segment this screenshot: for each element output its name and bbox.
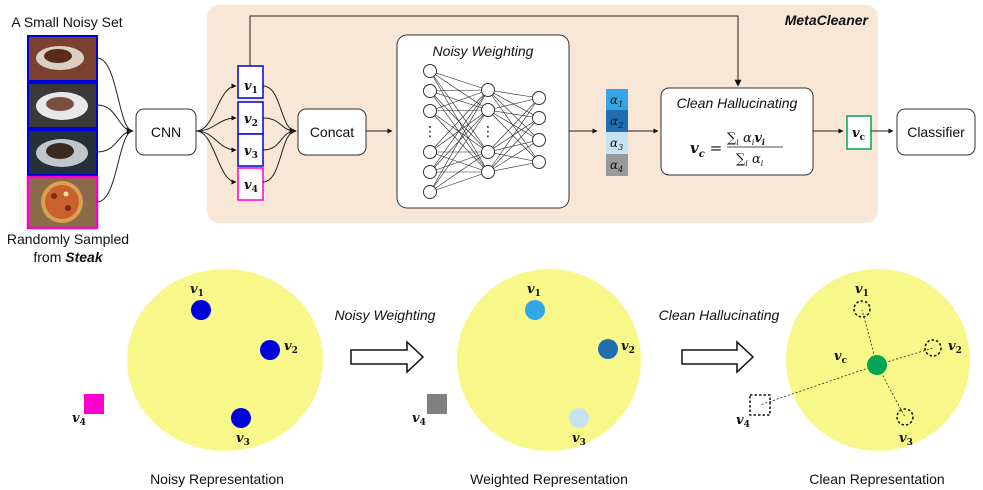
cnn-box (135, 108, 197, 156)
cnn-label: CNN (151, 124, 181, 140)
alpha-weights: α1 α2 α3 α4 (606, 89, 628, 176)
svg-text:v1: v1 (190, 282, 204, 299)
skip-connection (249, 15, 742, 87)
svg-text:v4: v4 (72, 411, 86, 428)
clean-ghost-v1 (853, 300, 871, 318)
weighted-point-v4 (427, 394, 447, 414)
svg-text:∑i αi: ∑i αi (736, 152, 764, 168)
image-to-cnn-arrows (96, 57, 134, 203)
clean-ghost-v2 (924, 339, 942, 357)
svg-text:v2: v2 (284, 339, 298, 356)
svg-text:α3: α3 (610, 136, 623, 152)
network-ellipsis-1: ⋮ (423, 123, 437, 139)
cnn-to-features-arrows (195, 83, 237, 185)
clean-point-vc (867, 355, 887, 375)
vc-box (846, 115, 872, 150)
svg-text:v3: v3 (899, 431, 913, 448)
clean-ghost-v3 (896, 408, 914, 426)
input-images (26, 35, 99, 230)
alpha-1 (606, 89, 628, 110)
svg-text:v4: v4 (736, 413, 750, 430)
concat-label: Concat (310, 124, 354, 140)
clean-hallucinating-caption: Clean Hallucinating (659, 307, 780, 323)
random-label-line1: Randomly Sampled (7, 231, 129, 247)
input-set-title: A Small Noisy Set (11, 14, 122, 30)
svg-text:v2: v2 (244, 112, 258, 129)
svg-text:v3: v3 (572, 431, 586, 448)
noisy-point-v2 (260, 340, 280, 360)
features-to-concat-arrows (262, 85, 297, 183)
metacleaner-title: MetaCleaner (785, 12, 870, 28)
alpha-2 (606, 110, 628, 132)
noisy-representation-label: Noisy Representation (150, 471, 284, 487)
network-edges (429, 70, 540, 193)
noisy-point-v4 (84, 394, 104, 414)
vc-label: vc (852, 126, 866, 143)
clean-hallucinating-title: Clean Hallucinating (677, 95, 798, 111)
weighted-point-v3 (569, 408, 589, 428)
weighted-ellipse (457, 269, 641, 451)
svg-text:v1: v1 (527, 282, 541, 299)
clean-representation-label: Clean Representation (809, 471, 944, 487)
alpha-4 (606, 154, 628, 176)
clean-formula: vc = ∑i αivi ∑i αi (690, 131, 783, 168)
noisy-point-v3 (231, 408, 251, 428)
svg-text:v4: v4 (244, 178, 258, 195)
svg-text:v2: v2 (948, 339, 962, 356)
svg-text:vc =: vc = (690, 139, 722, 160)
svg-text:α1: α1 (610, 93, 623, 109)
weighted-point-v2 (598, 339, 618, 359)
noisy-weighting-caption: Noisy Weighting (335, 307, 436, 323)
svg-text:v2: v2 (621, 339, 635, 356)
classifier-box (896, 108, 976, 156)
weighted-point-v1 (525, 300, 545, 320)
noisy-point-v1 (191, 300, 211, 320)
svg-text:v1: v1 (855, 282, 869, 299)
big-arrow-1 (350, 340, 425, 374)
feature-v4 (237, 167, 264, 201)
classifier-label: Classifier (907, 124, 965, 140)
svg-text:v3: v3 (244, 144, 258, 161)
svg-text:v1: v1 (244, 79, 258, 96)
svg-text:∑i αivi: ∑i αivi (727, 131, 765, 147)
svg-text:α2: α2 (610, 114, 623, 130)
concat-box (297, 108, 367, 156)
weighted-representation-label: Weighted Representation (470, 471, 628, 487)
big-arrow-2 (681, 340, 755, 374)
svg-text:α4: α4 (610, 158, 623, 174)
svg-text:vc: vc (834, 349, 848, 366)
feature-vectors: v1 v2 v3 v4 (237, 65, 264, 201)
svg-text:v4: v4 (412, 411, 426, 428)
network-nodes (423, 64, 546, 199)
clean-ghost-v4 (749, 394, 771, 416)
svg-text:v3: v3 (236, 431, 250, 448)
noisy-ellipse (127, 269, 323, 451)
noisy-weighting-title: Noisy Weighting (433, 43, 534, 59)
random-label-line2: from Steak (33, 249, 103, 265)
alpha-3 (606, 132, 628, 154)
network-ellipsis-2: ⋮ (481, 123, 495, 139)
